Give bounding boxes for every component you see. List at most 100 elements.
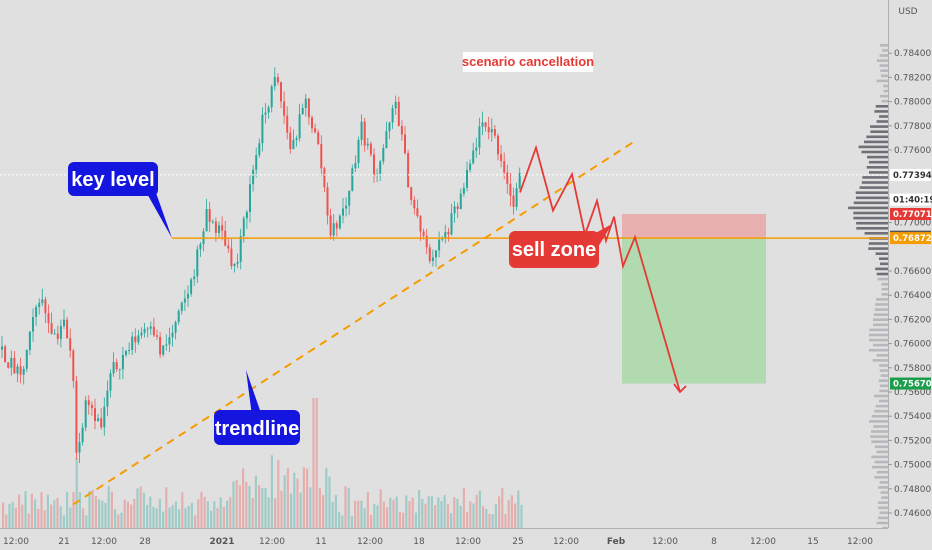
candle-body	[323, 168, 326, 188]
candle	[354, 155, 357, 173]
candle	[348, 190, 351, 215]
candle	[276, 73, 279, 86]
candle	[199, 241, 202, 257]
candle	[261, 107, 264, 152]
candle	[59, 319, 62, 348]
candle-body	[382, 147, 385, 162]
candle	[267, 104, 270, 119]
candle	[28, 331, 31, 355]
candle	[345, 197, 348, 217]
profile-bar	[880, 262, 888, 266]
candle	[490, 118, 493, 142]
candle	[369, 141, 372, 157]
y-tick-label: 0.76400	[894, 291, 931, 301]
candle	[363, 117, 366, 152]
candle-body	[199, 244, 202, 250]
candle-body	[13, 357, 16, 374]
candle	[44, 296, 47, 324]
volume-bar	[277, 459, 280, 528]
volume-bar	[149, 496, 152, 528]
candle	[419, 214, 422, 241]
candle-body	[97, 418, 100, 422]
candle	[87, 395, 90, 415]
candle-body	[159, 336, 162, 355]
candle-body	[366, 143, 369, 146]
candle-body	[63, 319, 65, 327]
candle-body	[487, 127, 490, 133]
candle-body	[342, 208, 344, 216]
volume-bar	[302, 467, 305, 528]
profile-bar	[874, 394, 888, 398]
volume-bar	[475, 495, 478, 528]
volume-bar	[18, 494, 21, 528]
candle-body	[137, 335, 140, 343]
candle	[47, 304, 50, 334]
profile-bar	[875, 252, 888, 255]
candle	[298, 103, 301, 142]
volume-bar	[312, 398, 315, 528]
profile-bar	[868, 242, 888, 245]
volume-bar	[158, 498, 161, 528]
volume-bar	[494, 504, 497, 528]
candle	[342, 198, 344, 224]
volume-bar	[238, 485, 241, 528]
candle	[41, 288, 44, 307]
candle	[289, 126, 292, 154]
candle-body	[338, 215, 341, 229]
volume-bar	[251, 498, 254, 528]
profile-bar	[861, 181, 888, 184]
volume-bar	[171, 505, 174, 528]
y-tick-label: 0.74600	[894, 509, 931, 519]
candle-body	[28, 331, 31, 351]
profile-bar	[879, 399, 888, 403]
candle	[413, 196, 416, 215]
volume-bar	[27, 513, 30, 528]
profile-bar	[862, 176, 888, 179]
profile-bar	[869, 420, 888, 423]
volume-bar	[366, 492, 369, 528]
candle-body	[218, 225, 220, 233]
volume-bar	[242, 468, 245, 528]
volume-bar	[354, 500, 357, 528]
profile-bar	[880, 374, 888, 377]
volume-bar	[11, 502, 14, 528]
volume-bar	[466, 512, 469, 528]
volume-bar	[325, 467, 328, 528]
candle	[97, 413, 100, 422]
candle	[106, 380, 109, 417]
candle-body	[245, 212, 248, 219]
candle-body	[47, 313, 50, 324]
candle	[4, 344, 7, 363]
x-tick-label: 12:00	[553, 537, 579, 547]
candle	[190, 277, 193, 297]
candle	[481, 111, 484, 135]
candle	[385, 121, 388, 149]
profile-bar	[856, 227, 888, 230]
volume-bar	[66, 491, 69, 528]
stop-loss-zone	[622, 214, 766, 239]
candle	[400, 120, 403, 141]
candle-body	[84, 400, 87, 428]
candle-body	[410, 187, 413, 200]
profile-bar	[872, 359, 888, 362]
candle	[280, 81, 282, 109]
volume-bar	[331, 501, 334, 528]
volume-bar	[341, 515, 344, 528]
volume-bar	[443, 495, 446, 528]
y-tick-label: 0.75600	[894, 388, 931, 398]
profile-bar	[881, 282, 888, 286]
candle-body	[171, 332, 174, 338]
volume-bar	[226, 500, 229, 528]
volume-bar	[56, 497, 59, 528]
volume-bar	[360, 500, 363, 528]
volume-bar	[248, 485, 251, 528]
candle-body	[156, 335, 158, 337]
volume-bar	[389, 497, 392, 528]
volume-bar	[462, 487, 465, 528]
candle-body	[242, 218, 245, 237]
profile-bar	[881, 496, 888, 499]
candle	[314, 123, 317, 134]
candle	[295, 135, 298, 147]
candle-body	[211, 221, 214, 223]
